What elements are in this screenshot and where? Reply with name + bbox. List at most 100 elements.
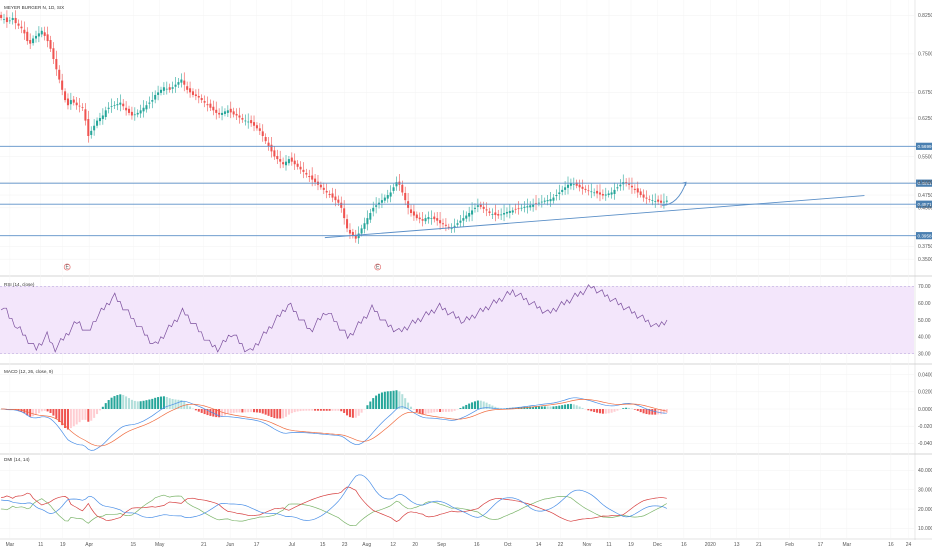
- candle[interactable]: [601, 193, 604, 196]
- candle[interactable]: [130, 111, 133, 116]
- candle[interactable]: [253, 122, 256, 126]
- candle[interactable]: [575, 182, 578, 186]
- candle[interactable]: [264, 137, 267, 142]
- trendline[interactable]: [324, 195, 865, 239]
- candle[interactable]: [299, 166, 302, 170]
- signal-line[interactable]: [1, 399, 667, 447]
- candle[interactable]: [564, 187, 567, 190]
- candle[interactable]: [255, 125, 258, 129]
- candle[interactable]: [229, 108, 232, 113]
- candle[interactable]: [37, 33, 40, 37]
- candle[interactable]: [401, 184, 404, 193]
- candle[interactable]: [456, 223, 459, 225]
- candle[interactable]: [218, 112, 221, 115]
- candle[interactable]: [78, 105, 81, 107]
- candle[interactable]: [328, 193, 331, 196]
- candle[interactable]: [337, 199, 340, 203]
- candle[interactable]: [540, 201, 543, 203]
- candle[interactable]: [610, 192, 613, 195]
- candle[interactable]: [642, 194, 645, 198]
- candle[interactable]: [346, 219, 349, 229]
- candle[interactable]: [471, 210, 474, 215]
- candle[interactable]: [532, 204, 535, 207]
- price-pane[interactable]: 0.5699 0.4981 0.4571 0.3958 E E: [0, 10, 932, 271]
- candle[interactable]: [348, 229, 351, 234]
- candle[interactable]: [561, 189, 564, 192]
- candle[interactable]: [290, 157, 293, 162]
- candle[interactable]: [122, 103, 125, 107]
- candle[interactable]: [566, 184, 570, 188]
- candle[interactable]: [84, 109, 87, 121]
- candle[interactable]: [49, 40, 52, 49]
- candle[interactable]: [72, 99, 75, 103]
- candle[interactable]: [69, 100, 72, 105]
- candle[interactable]: [613, 189, 616, 194]
- rsi-pane[interactable]: [0, 284, 914, 354]
- candle[interactable]: [395, 182, 398, 187]
- candle[interactable]: [325, 190, 328, 193]
- candle[interactable]: [17, 23, 20, 26]
- candle[interactable]: [593, 192, 596, 194]
- candle[interactable]: [241, 118, 244, 120]
- candle[interactable]: [360, 228, 363, 234]
- candle[interactable]: [308, 176, 311, 178]
- candle[interactable]: [630, 185, 633, 188]
- candle[interactable]: [11, 17, 14, 21]
- candle[interactable]: [404, 192, 407, 201]
- candle[interactable]: [238, 115, 241, 118]
- candle[interactable]: [444, 224, 447, 226]
- candle[interactable]: [14, 17, 17, 24]
- candle[interactable]: [596, 190, 599, 194]
- candle[interactable]: [250, 120, 253, 124]
- candle[interactable]: [572, 184, 575, 185]
- candle[interactable]: [180, 79, 183, 83]
- candle[interactable]: [657, 199, 660, 202]
- candle[interactable]: [159, 89, 163, 93]
- candle[interactable]: [552, 197, 555, 201]
- candle[interactable]: [319, 184, 322, 188]
- candle[interactable]: [29, 40, 32, 44]
- candle[interactable]: [508, 210, 511, 213]
- candle[interactable]: [462, 218, 465, 221]
- candle[interactable]: [380, 200, 383, 203]
- candle[interactable]: [58, 69, 61, 80]
- candle[interactable]: [168, 87, 171, 90]
- candle[interactable]: [340, 202, 343, 208]
- candle[interactable]: [162, 87, 165, 91]
- candle[interactable]: [636, 188, 639, 193]
- candle[interactable]: [5, 17, 8, 23]
- candle[interactable]: [433, 216, 436, 220]
- candle[interactable]: [296, 163, 299, 167]
- candle[interactable]: [52, 48, 55, 60]
- candle[interactable]: [40, 30, 43, 35]
- candle[interactable]: [581, 186, 584, 189]
- candle[interactable]: [154, 94, 157, 100]
- candle[interactable]: [34, 35, 38, 39]
- candle[interactable]: [459, 220, 462, 223]
- candle[interactable]: [543, 200, 546, 202]
- candle[interactable]: [476, 205, 479, 207]
- candle[interactable]: [378, 202, 381, 205]
- candle[interactable]: [523, 206, 526, 208]
- candle[interactable]: [197, 95, 200, 98]
- candle[interactable]: [514, 208, 517, 210]
- candle[interactable]: [363, 223, 366, 229]
- candle[interactable]: [511, 210, 514, 213]
- candle[interactable]: [186, 86, 189, 90]
- candle[interactable]: [203, 101, 206, 103]
- candle[interactable]: [485, 209, 488, 211]
- candle[interactable]: [43, 32, 46, 36]
- candle[interactable]: [98, 118, 101, 122]
- candle[interactable]: [2, 18, 6, 20]
- candle[interactable]: [90, 130, 93, 135]
- candle[interactable]: [258, 128, 261, 131]
- candle[interactable]: [354, 235, 357, 239]
- candle[interactable]: [450, 228, 453, 230]
- candle[interactable]: [64, 91, 67, 101]
- candle[interactable]: [191, 91, 194, 95]
- dmi-plus-line[interactable]: [1, 494, 667, 527]
- candle[interactable]: [375, 205, 378, 207]
- candle[interactable]: [133, 114, 136, 116]
- candle[interactable]: [87, 119, 90, 136]
- candle[interactable]: [116, 104, 119, 106]
